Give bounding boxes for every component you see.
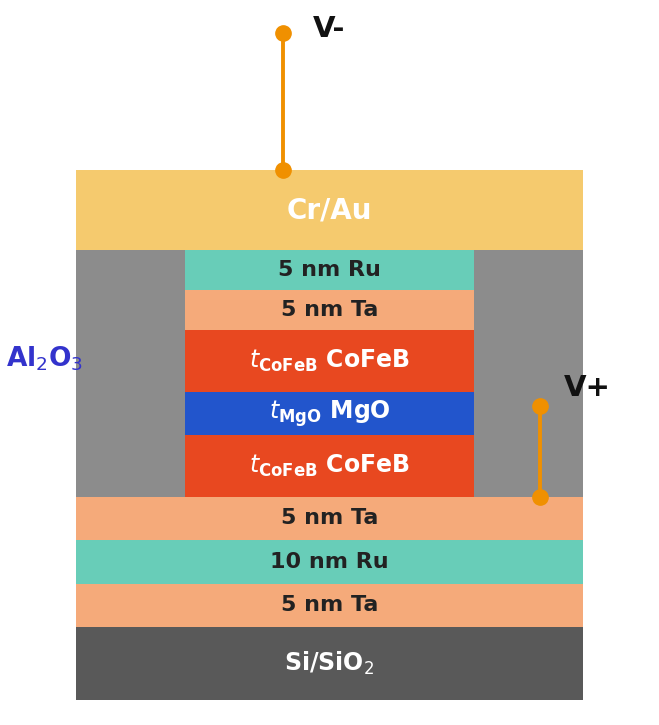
Bar: [76, 584, 583, 627]
Bar: [76, 170, 583, 250]
Text: 5 nm Ta: 5 nm Ta: [281, 595, 378, 616]
Text: V+: V+: [563, 374, 610, 402]
Bar: [76, 497, 583, 540]
Bar: [185, 435, 474, 497]
Bar: [185, 250, 474, 290]
Text: 10 nm Ru: 10 nm Ru: [270, 552, 389, 572]
Bar: [185, 392, 474, 435]
Bar: [185, 330, 474, 392]
Bar: [76, 170, 185, 497]
Text: $t_{\mathregular{MgO}}$ MgO: $t_{\mathregular{MgO}}$ MgO: [269, 398, 390, 428]
Bar: [76, 170, 583, 250]
Text: $t_{\mathregular{CoFeB}}$ CoFeB: $t_{\mathregular{CoFeB}}$ CoFeB: [249, 452, 410, 479]
Bar: [185, 290, 474, 330]
Text: Al$_2$O$_3$: Al$_2$O$_3$: [6, 344, 84, 373]
Text: $t_{\mathregular{CoFeB}}$ CoFeB: $t_{\mathregular{CoFeB}}$ CoFeB: [249, 347, 410, 374]
Text: 5 nm Ru: 5 nm Ru: [278, 260, 381, 280]
Bar: [474, 170, 583, 497]
Bar: [76, 627, 583, 700]
Text: Cr/Au: Cr/Au: [287, 196, 372, 224]
Text: V-: V-: [313, 15, 345, 43]
Text: 5 nm Ta: 5 nm Ta: [281, 300, 378, 320]
Text: 5 nm Ta: 5 nm Ta: [281, 508, 378, 529]
Text: Si/SiO$_2$: Si/SiO$_2$: [285, 650, 374, 677]
Bar: [76, 540, 583, 584]
